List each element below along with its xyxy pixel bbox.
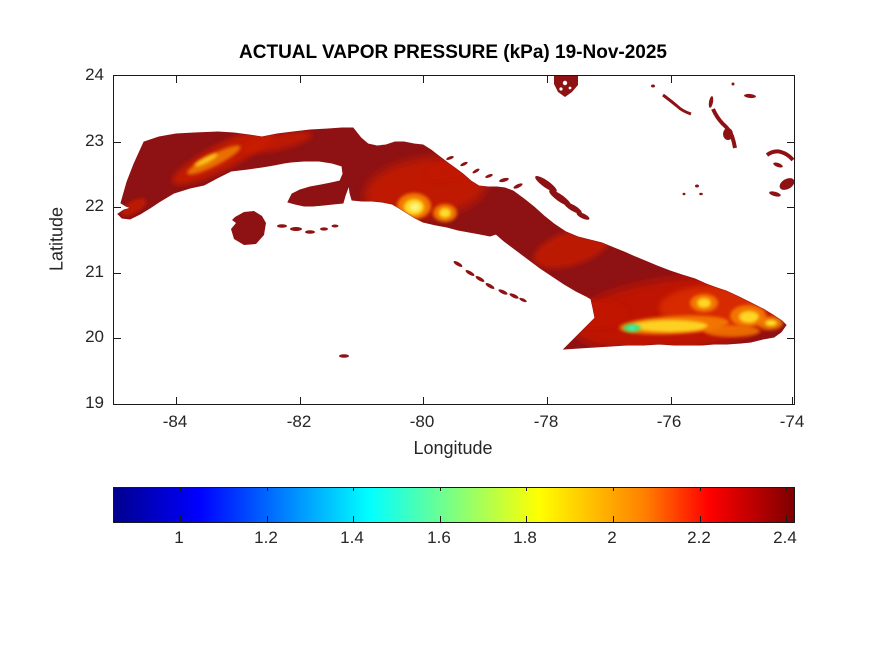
map-plot-area <box>113 75 795 405</box>
x-tick-mark <box>792 397 793 404</box>
y-tick-mark <box>114 273 121 274</box>
cay-sal-bank <box>554 76 578 97</box>
colorbar-tick-label: 2.4 <box>773 528 797 547</box>
colorbar-tick-label: 2 <box>607 528 617 547</box>
x-tick-label: -78 <box>533 412 559 431</box>
colorbar-tick-label: 2.2 <box>687 528 711 547</box>
colorbar-tick <box>267 516 268 522</box>
colorbar-tick <box>786 516 787 522</box>
y-tick-label: 22 <box>85 196 104 215</box>
chart-title: ACTUAL VAPOR PRESSURE (kPa) 19-Nov-2025 <box>239 42 667 63</box>
colorbar-tick-label: 1.2 <box>254 528 278 547</box>
x-tick-mark-top <box>423 76 424 83</box>
x-tick-mark <box>547 397 548 404</box>
x-tick-label: -82 <box>286 412 312 431</box>
colorbar-tick-label: 1.4 <box>340 528 364 547</box>
colorbar-tick-top <box>440 488 441 491</box>
colorbar-tick-top <box>526 488 527 491</box>
colorbar-tick <box>180 516 181 522</box>
y-tick-label: 19 <box>85 393 104 412</box>
y-tick-label: 21 <box>85 262 104 281</box>
x-tick-mark-top <box>300 76 301 83</box>
y-tick-mark-right <box>787 207 794 208</box>
colorbar-tick <box>440 516 441 522</box>
colorbar-tick-top <box>180 488 181 491</box>
x-tick-mark <box>300 397 301 404</box>
y-tick-label: 20 <box>85 327 104 346</box>
islands-and-cays <box>231 76 794 358</box>
colorbar-tick <box>613 516 614 522</box>
colorbar-tick-top <box>353 488 354 491</box>
x-tick-mark-top <box>547 76 548 83</box>
colorbar-tick-label: 1 <box>174 528 184 547</box>
bahamas-islet <box>662 93 692 116</box>
colorbar-tick-top <box>613 488 614 491</box>
y-tick-mark-right <box>787 142 794 143</box>
x-tick-label: -84 <box>162 412 188 431</box>
colorbar-tick-top <box>267 488 268 491</box>
x-tick-label: -76 <box>656 412 682 431</box>
colorbar-tick-top <box>786 488 787 491</box>
y-tick-mark-right <box>787 338 794 339</box>
colorbar-tick <box>700 516 701 522</box>
isla-de-la-juventud <box>231 211 266 245</box>
colorbar-tick-label: 1.6 <box>427 528 451 547</box>
x-tick-mark-top <box>176 76 177 83</box>
colorbar-tick-label: 1.8 <box>513 528 537 547</box>
y-tick-mark-right <box>787 273 794 274</box>
cuba-vapor-pressure-map <box>117 76 794 358</box>
colorbar-tick-top <box>700 488 701 491</box>
x-tick-mark <box>671 397 672 404</box>
bahamas-islet <box>711 108 737 149</box>
x-tick-mark-top <box>671 76 672 83</box>
y-tick-label: 23 <box>85 131 104 150</box>
colorbar-tick <box>526 516 527 522</box>
vapor-pressure-shading <box>121 128 786 349</box>
colorbar <box>113 487 795 523</box>
bahamas-islet <box>765 149 794 162</box>
x-tick-mark <box>423 397 424 404</box>
y-tick-mark <box>114 338 121 339</box>
x-tick-label: -80 <box>409 412 435 431</box>
y-tick-mark <box>114 207 121 208</box>
colorbar-tick <box>353 516 354 522</box>
x-tick-label: -74 <box>779 412 805 431</box>
x-axis-label: Longitude <box>413 438 493 458</box>
cayman-islet <box>339 354 349 358</box>
y-tick-label: 24 <box>85 65 104 84</box>
x-tick-mark <box>176 397 177 404</box>
y-tick-mark <box>114 142 121 143</box>
